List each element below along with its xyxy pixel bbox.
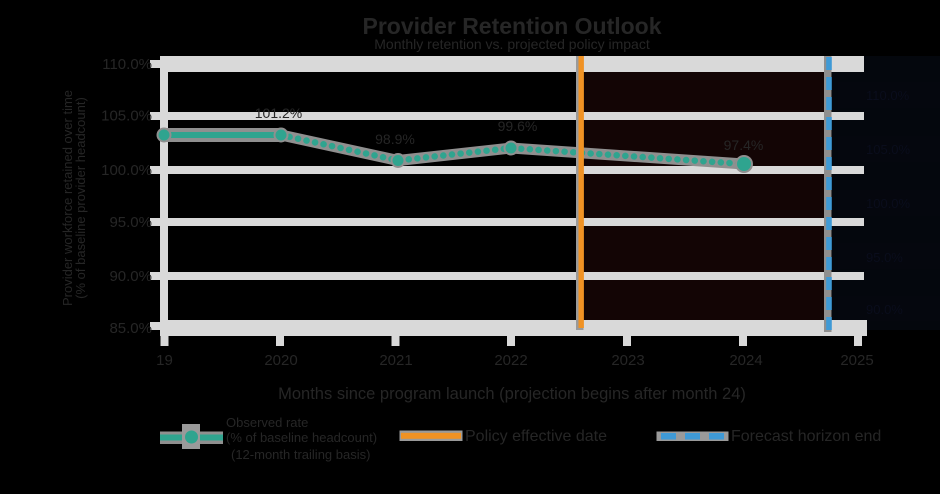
svg-text:95.0%: 95.0%: [866, 250, 903, 265]
svg-text:Provider Retention Outlook: Provider Retention Outlook: [362, 13, 661, 39]
svg-text:2024: 2024: [729, 352, 762, 369]
svg-text:(% of baseline headcount): (% of baseline headcount): [226, 430, 377, 445]
svg-text:(% of baseline provider headco: (% of baseline provider headcount): [73, 97, 88, 299]
svg-text:105.0%: 105.0%: [866, 142, 911, 157]
svg-text:100.0%: 100.0%: [866, 196, 911, 211]
svg-text:2020: 2020: [264, 352, 297, 369]
svg-text:Months since program launch (p: Months since program launch (projection …: [278, 385, 746, 403]
svg-text:105.0%: 105.0%: [101, 108, 152, 125]
svg-text:2025: 2025: [840, 352, 873, 369]
svg-text:Monthly retention vs. projecte: Monthly retention vs. projected policy i…: [374, 36, 650, 52]
svg-text:2021: 2021: [379, 352, 412, 369]
svg-text:98.9%: 98.9%: [375, 131, 415, 147]
svg-text:100.0%: 100.0%: [101, 162, 152, 179]
svg-text:101.2%: 101.2%: [255, 105, 302, 121]
svg-text:97.4%: 97.4%: [724, 137, 764, 153]
svg-text:110.0%: 110.0%: [866, 88, 910, 103]
svg-text:Policy effective date: Policy effective date: [465, 428, 607, 445]
svg-text:Forecast horizon end: Forecast horizon end: [731, 428, 881, 445]
svg-text:2022: 2022: [494, 352, 527, 369]
svg-text:90.0%: 90.0%: [109, 268, 152, 285]
svg-text:95.0%: 95.0%: [109, 214, 152, 231]
svg-text:Provider workforce retained ov: Provider workforce retained over time: [60, 90, 75, 306]
svg-text:99.6%: 99.6%: [498, 118, 538, 134]
svg-text:19: 19: [156, 352, 173, 369]
svg-text:90.0%: 90.0%: [866, 302, 903, 317]
svg-text:2023: 2023: [611, 352, 644, 369]
svg-text:Observed rate: Observed rate: [226, 415, 308, 430]
svg-text:110.0%: 110.0%: [102, 56, 152, 73]
svg-text:(12-month trailing basis): (12-month trailing basis): [231, 447, 370, 462]
svg-text:85.0%: 85.0%: [109, 320, 152, 337]
